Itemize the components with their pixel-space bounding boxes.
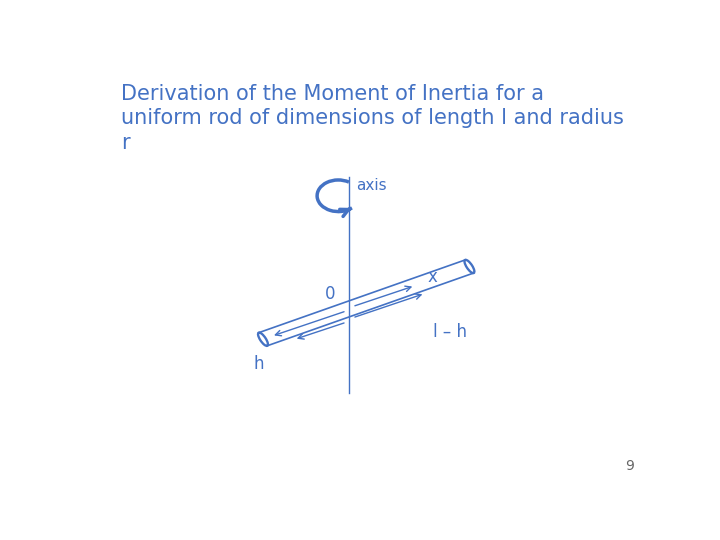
Text: Derivation of the Moment of Inertia for a: Derivation of the Moment of Inertia for … [121,84,544,104]
Text: 9: 9 [625,459,634,473]
Text: x: x [428,268,438,286]
Text: h: h [253,355,264,373]
Text: 0: 0 [325,285,336,303]
Text: r: r [121,133,130,153]
Text: l – h: l – h [433,322,467,341]
Text: uniform rod of dimensions of length l and radius: uniform rod of dimensions of length l an… [121,109,624,129]
Text: axis: axis [356,178,387,193]
